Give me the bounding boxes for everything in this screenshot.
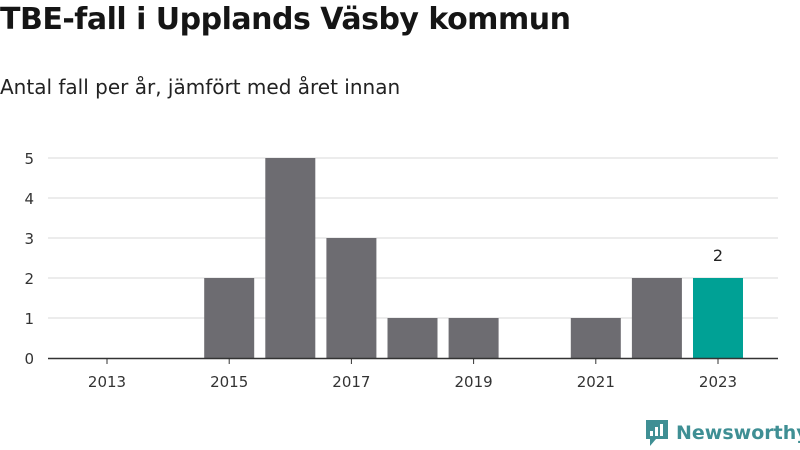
- newsworthy-brand: Newsworthy: [644, 418, 800, 448]
- bar-2021: [570, 318, 621, 358]
- bar-2015: [204, 278, 255, 358]
- y-axis-ticks: 0 1 2 3 4 5: [24, 150, 34, 368]
- data-label: 2: [713, 246, 723, 265]
- x-tick-label: 2023: [699, 373, 737, 391]
- bar-2016: [265, 158, 316, 358]
- newsworthy-logo-icon: [646, 420, 668, 446]
- x-tick-label: 2019: [455, 373, 493, 391]
- chart-title: TBE-fall i Upplands Väsby kommun: [0, 2, 571, 37]
- y-tick-label: 1: [24, 310, 34, 328]
- bar-2017: [326, 238, 377, 358]
- x-axis-ticks: 2013 2015 2017 2019 2021 2023: [88, 358, 737, 391]
- y-tick-label: 5: [24, 150, 34, 168]
- x-tick-label: 2013: [88, 373, 126, 391]
- x-tick-label: 2021: [577, 373, 615, 391]
- brand-name: Newsworthy: [676, 422, 800, 444]
- bar-2018: [387, 318, 438, 358]
- y-tick-label: 4: [24, 190, 34, 208]
- bars: [204, 158, 743, 358]
- bar-2023: [693, 278, 743, 358]
- y-tick-label: 3: [24, 230, 34, 248]
- chart-subtitle: Antal fall per år, jämfört med året inna…: [0, 75, 401, 99]
- bar-2022: [631, 278, 682, 358]
- data-labels: 2: [713, 246, 723, 265]
- y-tick-label: 0: [24, 350, 34, 368]
- y-tick-label: 2: [24, 270, 34, 288]
- x-tick-label: 2017: [332, 373, 370, 391]
- x-tick-label: 2015: [210, 373, 248, 391]
- bar-2019: [448, 318, 499, 358]
